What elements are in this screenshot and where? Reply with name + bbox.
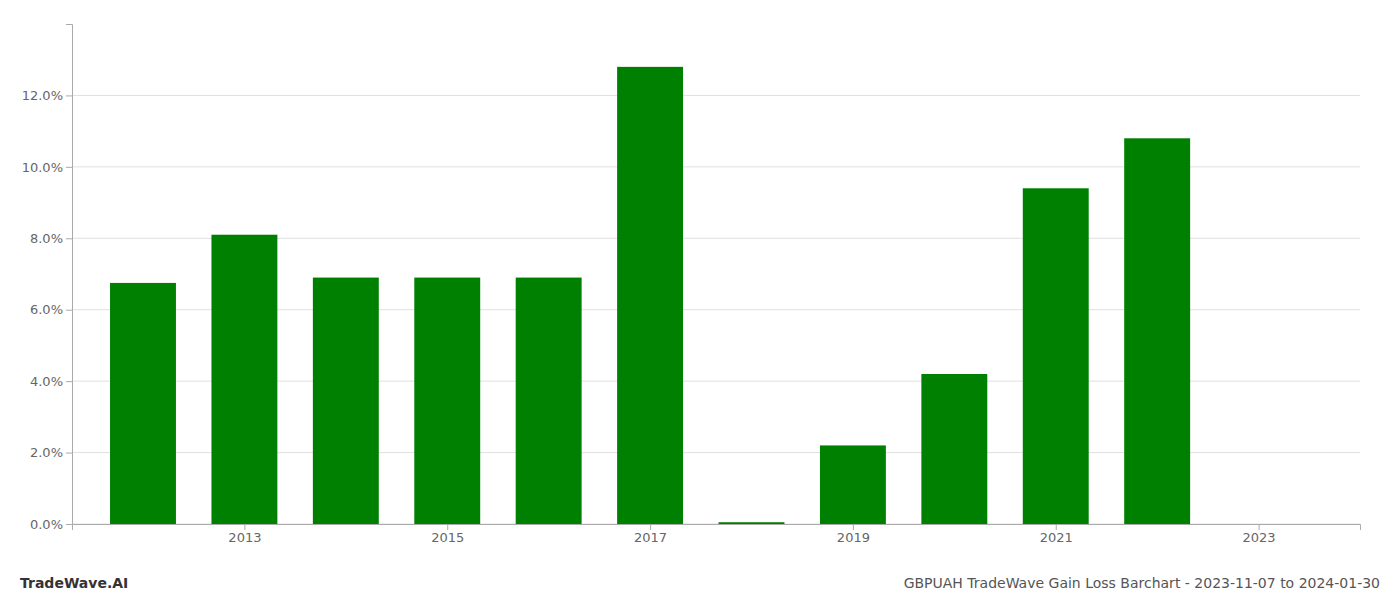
tick: 2021 xyxy=(1040,524,1073,545)
x-axis: 2013 2015 2017 2019 2021 2023 xyxy=(73,524,1361,545)
bar xyxy=(1124,138,1190,524)
bar xyxy=(820,445,886,524)
tick-label: 12.0% xyxy=(22,88,63,103)
bar xyxy=(516,278,582,524)
tick: 4.0% xyxy=(30,374,72,389)
tick-label: 2019 xyxy=(837,530,870,545)
tick-label: 8.0% xyxy=(30,231,63,246)
tick-label: 2023 xyxy=(1243,530,1276,545)
tick: 2023 xyxy=(1243,524,1276,545)
tick: 0.0% xyxy=(30,517,72,532)
bar xyxy=(211,235,277,524)
bar xyxy=(313,278,379,524)
grid xyxy=(72,95,1360,524)
tick-mark xyxy=(66,167,72,168)
y-axis: 0.0% 2.0% 4.0% 6.0% 8.0% 10.0% 12.0% xyxy=(22,25,73,532)
tick: 2017 xyxy=(634,524,667,545)
tick-mark xyxy=(853,524,854,530)
grid-line xyxy=(72,95,1360,96)
tick: 2013 xyxy=(228,524,261,545)
tick-mark xyxy=(66,524,72,525)
tick-label: 2017 xyxy=(634,530,667,545)
tick: 12.0% xyxy=(22,88,72,103)
tick: 6.0% xyxy=(30,302,72,317)
tick-label: 2013 xyxy=(228,530,261,545)
tick-mark xyxy=(244,524,245,530)
bar xyxy=(1226,524,1292,525)
chart: 0.0%2.0%4.0%6.0%8.0%10.0%12.0%2013201520… xyxy=(0,0,1400,600)
footer-left: TradeWave.AI xyxy=(20,575,128,591)
tick-label: 6.0% xyxy=(30,302,63,317)
tick-label: 10.0% xyxy=(22,160,63,175)
tick: 10.0% xyxy=(22,160,72,175)
bar xyxy=(1023,188,1089,524)
tick: 8.0% xyxy=(30,231,72,246)
tick: 2015 xyxy=(431,524,464,545)
tick: 2.0% xyxy=(30,445,72,460)
tick-mark xyxy=(1056,524,1057,530)
tick-mark xyxy=(66,381,72,382)
tick-mark xyxy=(66,310,72,311)
tick-mark xyxy=(650,524,651,530)
axis-line xyxy=(66,25,73,525)
tick-label: 0.0% xyxy=(30,517,63,532)
axis-line xyxy=(73,525,1361,531)
tick-label: 2015 xyxy=(431,530,464,545)
bar xyxy=(110,283,176,524)
tick-mark xyxy=(66,453,72,454)
tick-label: 2.0% xyxy=(30,445,63,460)
bar xyxy=(719,522,785,524)
footer-right: GBPUAH TradeWave Gain Loss Barchart - 20… xyxy=(904,575,1380,591)
bar xyxy=(921,374,987,524)
tick-mark xyxy=(66,238,72,239)
bars xyxy=(110,67,1190,524)
tick-label: 2021 xyxy=(1040,530,1073,545)
tick-mark xyxy=(447,524,448,530)
tick-label: 4.0% xyxy=(30,374,63,389)
bar xyxy=(617,67,683,524)
bar xyxy=(414,278,480,524)
tick-mark xyxy=(1259,524,1260,530)
tick: 2019 xyxy=(837,524,870,545)
tick-mark xyxy=(66,95,72,96)
